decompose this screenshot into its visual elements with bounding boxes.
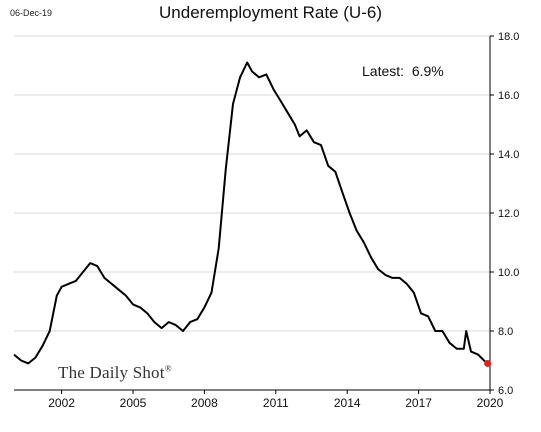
latest-value: 6.9% [411, 63, 444, 79]
x-tick-label: 2014 [334, 396, 361, 410]
y-tick-label: 14.0 [498, 149, 519, 161]
x-tick-label: 2017 [405, 396, 432, 410]
y-tick-label: 6.0 [498, 385, 513, 397]
x-tick-label: 2008 [191, 396, 218, 410]
y-tick-labels: 6.0 8.0 10.0 12.0 14.0 16.0 18.0 [498, 31, 519, 397]
brand-name: The Daily Shot [58, 363, 165, 382]
y-tick-label: 18.0 [498, 31, 519, 43]
gridlines [14, 35, 490, 332]
y-tick-label: 8.0 [498, 326, 513, 338]
series-line [13, 61, 489, 365]
y-tick-label: 10.0 [498, 267, 519, 279]
latest-annotation: Latest: 6.9% [362, 63, 444, 79]
chart-title: Underemployment Rate (U-6) [159, 3, 382, 22]
latest-point [484, 359, 492, 367]
y-tick-label: 16.0 [498, 90, 519, 102]
date-stamp: 06-Dec-19 [10, 8, 53, 18]
x-tick-label: 2005 [120, 396, 147, 410]
y-tick-label: 12.0 [498, 208, 519, 220]
registered-mark: ® [164, 363, 172, 374]
x-tick-label: 2011 [263, 396, 289, 410]
axes [14, 35, 494, 394]
x-tick-label: 2002 [48, 396, 75, 410]
latest-label: Latest: [362, 63, 405, 79]
brand-logo: The Daily Shot® [58, 363, 172, 383]
x-tick-labels: 2002 2005 2008 2011 2014 2017 2020 [48, 396, 503, 410]
series-group [13, 61, 492, 367]
x-tick-label: 2020 [477, 396, 504, 410]
